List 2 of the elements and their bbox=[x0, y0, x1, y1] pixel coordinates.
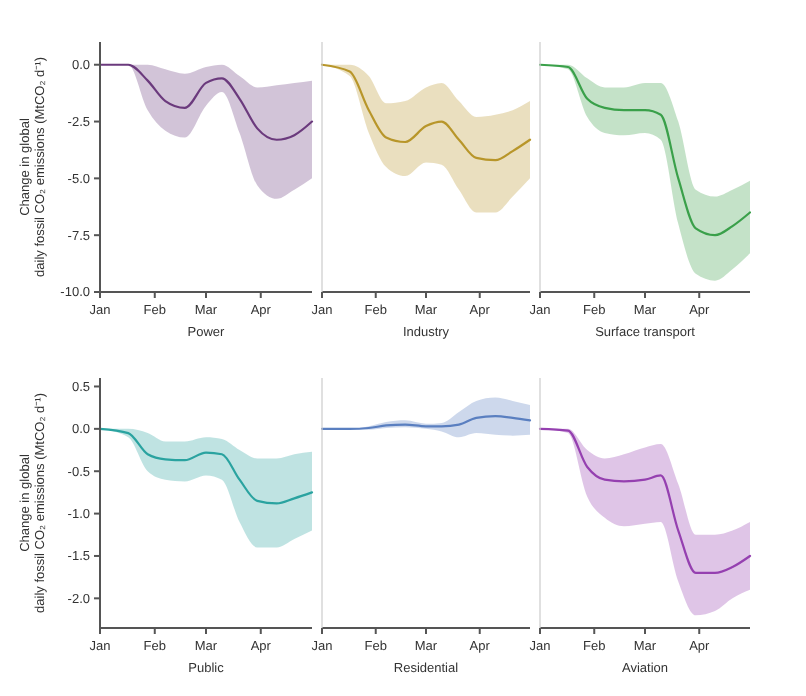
line-series bbox=[98, 427, 314, 505]
line-series bbox=[98, 63, 314, 141]
